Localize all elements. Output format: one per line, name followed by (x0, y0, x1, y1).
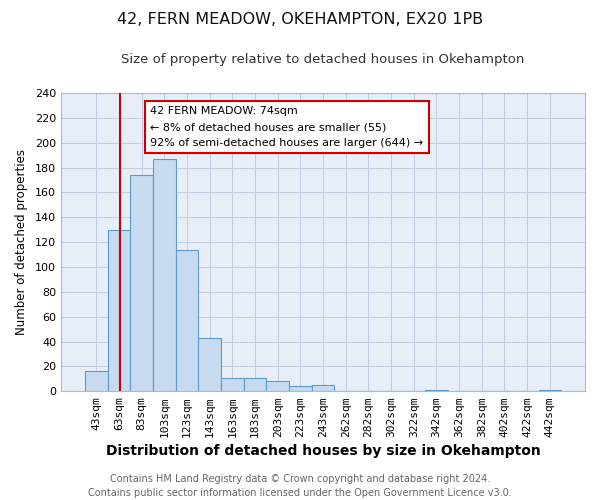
Bar (244, 378, 266, 391)
Title: Size of property relative to detached houses in Okehampton: Size of property relative to detached ho… (121, 52, 525, 66)
Bar (107, 230, 130, 391)
Bar (289, 386, 311, 391)
Text: 42 FERN MEADOW: 74sqm
← 8% of detached houses are smaller (55)
92% of semi-detac: 42 FERN MEADOW: 74sqm ← 8% of detached h… (150, 106, 423, 148)
Bar (311, 385, 334, 391)
Y-axis label: Number of detached properties: Number of detached properties (15, 149, 28, 335)
Bar (425, 390, 448, 391)
Bar (153, 159, 176, 391)
Bar (198, 338, 221, 391)
X-axis label: Distribution of detached houses by size in Okehampton: Distribution of detached houses by size … (106, 444, 541, 458)
Bar (130, 175, 153, 391)
Bar (221, 378, 244, 391)
Bar (266, 382, 289, 391)
Text: Contains HM Land Registry data © Crown copyright and database right 2024.
Contai: Contains HM Land Registry data © Crown c… (88, 474, 512, 498)
Text: 42, FERN MEADOW, OKEHAMPTON, EX20 1PB: 42, FERN MEADOW, OKEHAMPTON, EX20 1PB (117, 12, 483, 28)
Bar (176, 250, 198, 391)
Bar (539, 390, 561, 391)
Bar (85, 372, 107, 391)
